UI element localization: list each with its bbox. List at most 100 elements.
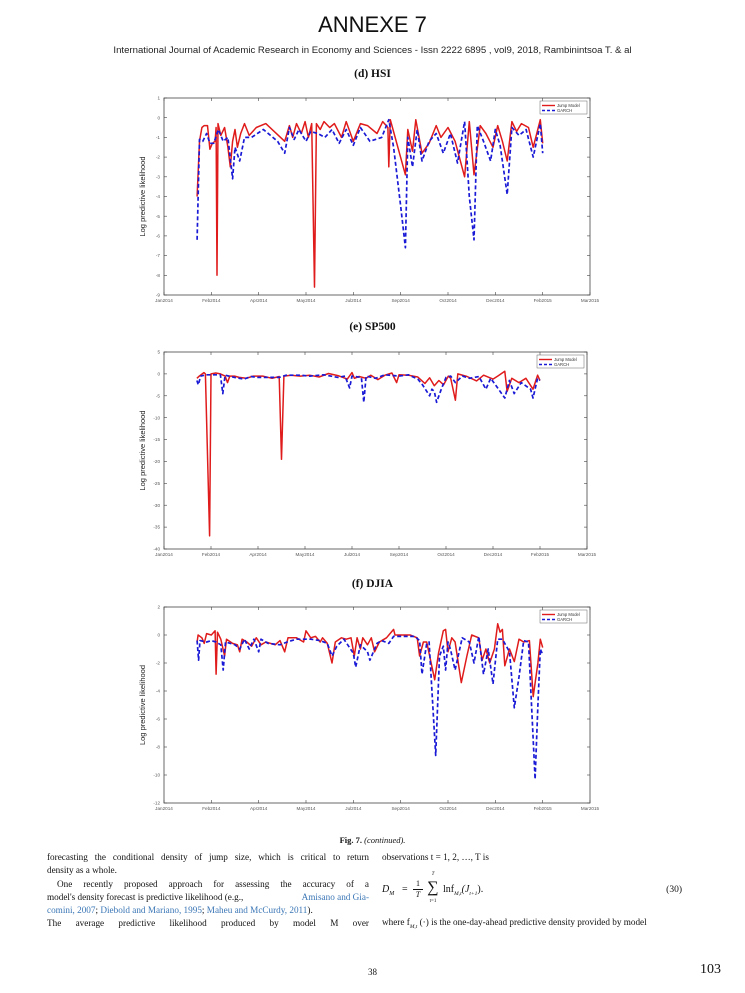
text-line: comini, 2007; Diebold and Mariano, 1995;… bbox=[47, 904, 369, 917]
eq-subscript: M bbox=[389, 891, 395, 897]
eq-ln: lnf bbox=[443, 884, 455, 895]
x-tick-label: Jan2014 bbox=[155, 806, 173, 811]
eq-equals: = bbox=[402, 884, 408, 895]
legend-label: Jump Model bbox=[557, 612, 580, 617]
annexe-page-number: 103 bbox=[700, 962, 721, 977]
x-tick-label: Dec2014 bbox=[486, 298, 505, 303]
y-tick-label: -10 bbox=[153, 415, 160, 420]
journal-header: International Journal of Academic Resear… bbox=[113, 45, 632, 56]
citation-link[interactable]: Maheu and McCurdy, 2011 bbox=[206, 905, 308, 916]
x-tick-label: Sep2014 bbox=[390, 552, 409, 557]
text-line: density as a whole. bbox=[47, 865, 117, 876]
x-tick-label: Mar2015 bbox=[578, 552, 597, 557]
x-tick-label: May2014 bbox=[297, 298, 316, 303]
y-tick-label: 2 bbox=[157, 605, 160, 610]
eq-denominator: T bbox=[415, 890, 421, 899]
eq-body: lnfM,t(Jt+1). bbox=[443, 884, 483, 900]
text-segment: model's density forecast is predictive l… bbox=[47, 891, 244, 902]
right-column: observations t = 1, 2, …, T is bbox=[382, 851, 702, 864]
y-tick-label: -2 bbox=[156, 661, 161, 666]
x-tick-label: Feb2014 bbox=[202, 552, 221, 557]
y-tick-label: 0 bbox=[157, 371, 160, 376]
legend-box bbox=[539, 100, 588, 115]
caption-label: Fig. 7. bbox=[339, 835, 362, 845]
y-tick-label: -8 bbox=[156, 273, 161, 278]
x-tick-label: Jul2014 bbox=[344, 552, 361, 557]
text-segment: ; bbox=[201, 905, 205, 916]
eq-subscript: M,t bbox=[454, 891, 462, 897]
equation-number: (30) bbox=[666, 885, 682, 895]
x-tick-label: Sep2014 bbox=[391, 806, 410, 811]
y-tick-label: -30 bbox=[153, 503, 160, 508]
text-segment: ; bbox=[95, 905, 99, 916]
y-tick-label: 5 bbox=[157, 350, 160, 355]
x-tick-label: Jan2014 bbox=[155, 552, 173, 557]
x-tick-label: Feb2014 bbox=[202, 298, 221, 303]
eq-symbol: D bbox=[382, 884, 390, 895]
y-axis-label: Log predictive likelihood bbox=[138, 156, 147, 236]
x-tick-label: Oct2014 bbox=[439, 806, 457, 811]
text-subscript: M,t bbox=[409, 923, 418, 930]
eq-arg: (J bbox=[461, 884, 470, 895]
eq-sum-top: T bbox=[431, 872, 435, 877]
y-tick-label: -12 bbox=[153, 801, 160, 806]
text-line: One recently proposed approach for asses… bbox=[57, 878, 369, 889]
x-tick-label: Feb2015 bbox=[534, 806, 553, 811]
plot-area bbox=[163, 351, 588, 550]
x-tick-label: Dec2014 bbox=[484, 552, 503, 557]
y-tick-label: -5 bbox=[156, 214, 161, 219]
chart-0: Jan2014 Feb2014 Apr2014 May2014 Jul2014 Sep20… bbox=[138, 96, 600, 303]
caption-text: (continued). bbox=[364, 835, 406, 845]
text-line: observations t = 1, 2, …, T is bbox=[382, 852, 489, 862]
y-axis-label: Log predictive likelihood bbox=[138, 410, 147, 490]
text-line: forecasting the conditional density of j… bbox=[47, 852, 369, 862]
y-tick-label: -6 bbox=[156, 234, 161, 239]
x-tick-label: Apr2014 bbox=[249, 552, 267, 557]
y-tick-label: -9 bbox=[156, 293, 161, 298]
y-tick-label: -15 bbox=[153, 437, 160, 442]
legend-label: Jump Model bbox=[554, 357, 577, 362]
citation-link[interactable]: Amisano and Gia- bbox=[301, 891, 369, 902]
x-tick-label: Feb2015 bbox=[531, 552, 550, 557]
y-tick-label: 1 bbox=[157, 96, 160, 101]
y-tick-label: -6 bbox=[156, 717, 161, 722]
text-segment: where f bbox=[382, 917, 410, 927]
citation-link[interactable]: comini, 2007 bbox=[47, 905, 96, 916]
eq-numerator: 1 bbox=[413, 879, 423, 890]
x-tick-label: Jul2014 bbox=[345, 298, 362, 303]
y-tick-label: -4 bbox=[156, 194, 161, 199]
text-segment: ). bbox=[307, 905, 313, 916]
legend-box bbox=[536, 354, 585, 369]
y-tick-label: -10 bbox=[153, 773, 160, 778]
x-tick-label: Jul2014 bbox=[345, 806, 362, 811]
y-axis-label: Log predictive likelihood bbox=[138, 665, 147, 745]
series-jump-model-line bbox=[196, 623, 544, 698]
chart-title-hsi: (d) HSI bbox=[354, 68, 391, 80]
citation-link[interactable]: Diebold and Mariano, 1995 bbox=[100, 905, 202, 916]
legend-label: GARCH bbox=[554, 362, 569, 367]
x-tick-label: May2014 bbox=[296, 552, 315, 557]
y-tick-label: -5 bbox=[156, 393, 161, 398]
x-tick-label: Dec2014 bbox=[486, 806, 505, 811]
y-tick-label: -35 bbox=[153, 525, 160, 530]
legend-label: GARCH bbox=[557, 617, 572, 622]
x-tick-label: Sep2014 bbox=[391, 298, 410, 303]
x-tick-label: Jan2014 bbox=[155, 298, 173, 303]
legend-label: Jump Model bbox=[557, 103, 580, 108]
page-number: 38 bbox=[368, 967, 377, 977]
legend-box bbox=[539, 609, 588, 624]
text-line: where fM,t (·) is the one-day-ahead pred… bbox=[382, 916, 712, 934]
plot-area bbox=[163, 606, 591, 804]
x-tick-label: Apr2014 bbox=[250, 298, 268, 303]
eq-fraction: 1 T bbox=[413, 879, 423, 900]
y-tick-label: -20 bbox=[153, 459, 160, 464]
y-tick-label: -8 bbox=[156, 745, 161, 750]
text-line: model's density forecast is predictive l… bbox=[47, 891, 369, 904]
eq-sum-bottom: t=1 bbox=[429, 899, 437, 904]
series-jump-model-line bbox=[196, 118, 544, 288]
eq-sum-symbol: ∑ bbox=[427, 879, 439, 896]
eq-end: ). bbox=[477, 884, 484, 895]
